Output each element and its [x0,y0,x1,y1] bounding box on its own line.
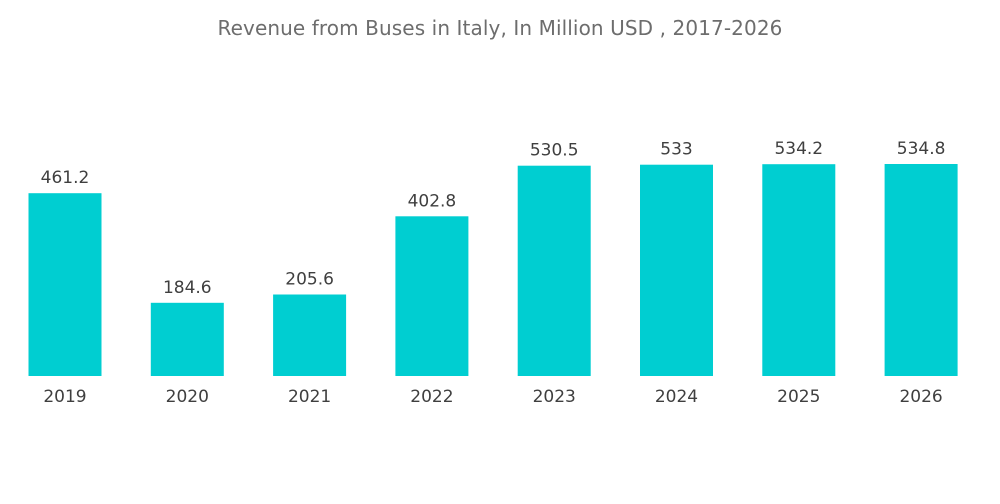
bar-2023 [517,165,591,376]
x-axis-tick-labels: 2019 2020 2021 2022 2023 2024 2025 2026 [43,387,942,407]
value-label-2023: 530.5 [530,141,579,161]
bar-2024 [640,164,713,376]
value-label-2024: 533 [660,140,692,160]
bars-layer [28,164,958,376]
value-label-2020: 184.6 [163,278,212,298]
bar-2022 [395,216,469,376]
x-tick-label-2019: 2019 [43,387,86,407]
value-label-2026: 534.8 [897,139,946,159]
value-label-2025: 534.2 [774,139,823,159]
chart-title: Revenue from Buses in Italy, In Million … [217,16,783,40]
x-tick-label-2026: 2026 [899,387,942,407]
value-label-2022: 402.8 [408,191,457,211]
x-tick-label-2025: 2025 [777,387,820,407]
x-tick-label-2021: 2021 [288,387,331,407]
x-tick-label-2020: 2020 [166,387,209,407]
x-tick-label-2023: 2023 [533,387,576,407]
bar-2025 [762,164,836,376]
bar-2020 [150,302,224,376]
x-tick-label-2024: 2024 [655,387,698,407]
value-labels-layer: 461.2 184.6 205.6 402.8 530.5 533 534.2 534.8 [41,139,946,298]
bar-2026 [884,164,958,376]
bar-2021 [273,294,347,376]
value-label-2019: 461.2 [41,168,90,188]
bar-2019 [28,193,102,376]
value-label-2021: 205.6 [285,270,334,290]
x-tick-label-2022: 2022 [410,387,453,407]
